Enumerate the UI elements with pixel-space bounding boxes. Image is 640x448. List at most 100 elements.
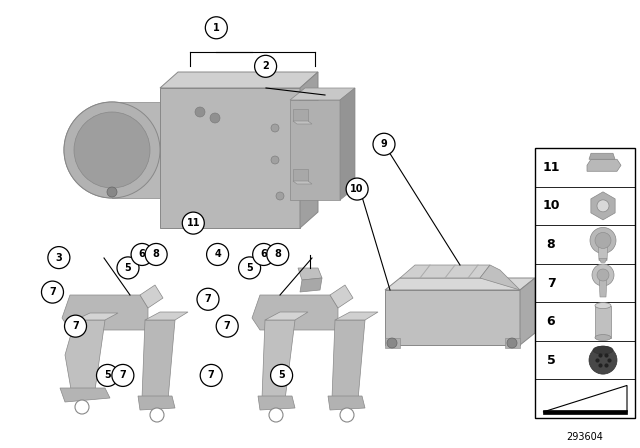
Text: 7: 7 <box>205 294 211 304</box>
Polygon shape <box>145 312 188 320</box>
Polygon shape <box>138 396 175 410</box>
Text: 7: 7 <box>224 321 230 331</box>
Text: 6: 6 <box>139 250 145 259</box>
Circle shape <box>131 243 153 266</box>
Text: 4: 4 <box>214 250 221 259</box>
Polygon shape <box>595 306 611 338</box>
Circle shape <box>64 102 160 198</box>
Polygon shape <box>587 159 621 171</box>
Polygon shape <box>535 148 635 418</box>
Polygon shape <box>265 312 308 320</box>
Polygon shape <box>62 295 148 330</box>
Polygon shape <box>300 72 318 228</box>
Ellipse shape <box>595 335 611 340</box>
Circle shape <box>48 246 70 269</box>
Circle shape <box>205 17 227 39</box>
Circle shape <box>195 107 205 117</box>
Circle shape <box>595 233 611 249</box>
Text: 2: 2 <box>262 61 269 71</box>
Polygon shape <box>75 313 118 320</box>
Circle shape <box>65 315 86 337</box>
Text: 7: 7 <box>208 370 214 380</box>
Polygon shape <box>290 100 340 200</box>
Text: 11: 11 <box>542 161 560 174</box>
Circle shape <box>74 112 150 188</box>
Polygon shape <box>293 121 312 124</box>
Text: 5: 5 <box>104 370 111 380</box>
Polygon shape <box>505 338 520 348</box>
Circle shape <box>597 269 609 281</box>
Circle shape <box>197 288 219 310</box>
Text: 8: 8 <box>153 250 159 259</box>
Text: 10: 10 <box>350 184 364 194</box>
Polygon shape <box>258 396 295 410</box>
Circle shape <box>340 408 354 422</box>
Polygon shape <box>262 320 295 400</box>
Polygon shape <box>591 192 615 220</box>
Circle shape <box>267 243 289 266</box>
Text: 5: 5 <box>547 353 556 366</box>
Circle shape <box>97 364 118 387</box>
Polygon shape <box>335 312 378 320</box>
Circle shape <box>74 112 150 188</box>
Polygon shape <box>160 72 318 88</box>
Polygon shape <box>293 109 308 121</box>
Polygon shape <box>65 320 105 395</box>
Circle shape <box>373 133 395 155</box>
Polygon shape <box>298 268 322 280</box>
Polygon shape <box>293 169 308 181</box>
Text: 3: 3 <box>56 253 62 263</box>
Polygon shape <box>385 338 400 348</box>
Circle shape <box>589 346 617 374</box>
Circle shape <box>117 257 139 279</box>
Polygon shape <box>385 290 520 345</box>
Circle shape <box>253 243 275 266</box>
Circle shape <box>239 257 260 279</box>
Text: 6: 6 <box>260 250 267 259</box>
Polygon shape <box>142 320 175 400</box>
Text: 8: 8 <box>275 250 281 259</box>
Text: 7: 7 <box>547 276 556 289</box>
Polygon shape <box>60 388 110 402</box>
Circle shape <box>271 364 292 387</box>
Polygon shape <box>480 265 520 290</box>
Text: 7: 7 <box>120 370 126 380</box>
Polygon shape <box>599 258 607 263</box>
Circle shape <box>346 178 368 200</box>
Circle shape <box>216 315 238 337</box>
Text: 1: 1 <box>213 23 220 33</box>
Circle shape <box>269 408 283 422</box>
Circle shape <box>276 192 284 200</box>
Text: 293604: 293604 <box>566 432 604 442</box>
Text: 5: 5 <box>278 370 285 380</box>
Text: 5: 5 <box>125 263 131 273</box>
Circle shape <box>112 364 134 387</box>
Polygon shape <box>340 88 355 200</box>
Polygon shape <box>400 265 490 278</box>
Polygon shape <box>112 102 165 198</box>
Text: 7: 7 <box>72 321 79 331</box>
Polygon shape <box>328 396 365 410</box>
Polygon shape <box>598 241 608 260</box>
Polygon shape <box>160 88 300 228</box>
Polygon shape <box>599 275 607 297</box>
Circle shape <box>210 113 220 123</box>
Circle shape <box>182 212 204 234</box>
Circle shape <box>150 408 164 422</box>
Circle shape <box>207 243 228 266</box>
Polygon shape <box>252 295 338 330</box>
Circle shape <box>64 102 160 198</box>
Polygon shape <box>330 285 353 308</box>
Text: 7: 7 <box>49 287 56 297</box>
Text: 11: 11 <box>186 218 200 228</box>
Circle shape <box>42 281 63 303</box>
Polygon shape <box>589 153 615 159</box>
Polygon shape <box>520 278 535 345</box>
Polygon shape <box>385 278 535 290</box>
Polygon shape <box>140 285 163 308</box>
Text: 10: 10 <box>542 199 560 212</box>
Text: 8: 8 <box>547 238 556 251</box>
Polygon shape <box>300 278 322 292</box>
Ellipse shape <box>593 346 613 354</box>
Circle shape <box>387 338 397 348</box>
